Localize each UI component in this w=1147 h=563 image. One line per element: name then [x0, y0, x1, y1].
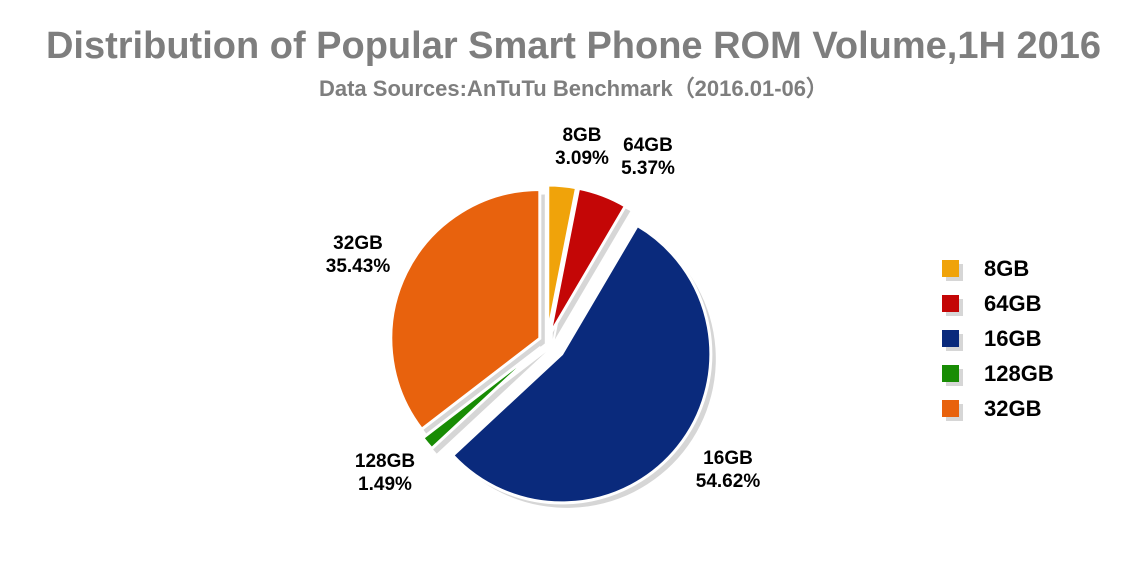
- legend-item-64gb[interactable]: 64GB: [942, 286, 1054, 321]
- pie-slice-64gb[interactable]: [548, 186, 628, 336]
- slice-label-name: 8GB: [562, 124, 602, 146]
- legend-swatch-128gb: [942, 365, 959, 382]
- legend-item-16gb[interactable]: 16GB: [942, 321, 1054, 356]
- chart-header: Distribution of Popular Smart Phone ROM …: [0, 0, 1147, 103]
- slice-label-percent: 35.43%: [325, 256, 391, 277]
- pie-slice-128gb[interactable]: [420, 345, 542, 451]
- pie-slice-32gb[interactable]: [389, 187, 542, 432]
- legend-swatch-32gb: [942, 400, 959, 417]
- slice-label-64gb: 64GB 5.37%: [621, 134, 675, 180]
- legend-label: 16GB: [984, 325, 1042, 351]
- legend-label: 128GB: [984, 360, 1054, 386]
- legend: 8GB 64GB 16GB 128GB 32GB: [942, 251, 1054, 426]
- pie-slice-shadow-128gb: [427, 352, 546, 454]
- slice-label-percent: 1.49%: [358, 474, 412, 495]
- legend-item-8gb[interactable]: 8GB: [942, 251, 1054, 286]
- legend-label: 32GB: [984, 395, 1042, 421]
- slice-label-name: 64GB: [623, 134, 673, 156]
- slice-label-percent: 5.37%: [621, 158, 675, 179]
- slice-label-16gb: 16GB 54.62%: [696, 447, 760, 493]
- legend-label: 64GB: [984, 290, 1042, 316]
- legend-item-128gb[interactable]: 128GB: [942, 356, 1054, 391]
- slice-label-percent: 3.09%: [555, 148, 609, 169]
- slice-label-name: 16GB: [703, 447, 753, 469]
- legend-swatch-64gb: [942, 295, 959, 312]
- slice-label-32gb: 32GB 35.43%: [326, 232, 390, 278]
- slice-label-percent: 54.62%: [695, 471, 761, 492]
- slice-label-name: 32GB: [333, 232, 383, 254]
- slice-label-8gb: 8GB 3.09%: [555, 124, 609, 170]
- pie-slice-16gb[interactable]: [450, 223, 713, 505]
- slice-label-128gb: 128GB 1.49%: [355, 450, 415, 496]
- legend-item-32gb[interactable]: 32GB: [942, 391, 1054, 426]
- legend-label: 8GB: [984, 255, 1030, 281]
- chart-subtitle: Data Sources:AnTuTu Benchmark（2016.01-06…: [318, 75, 829, 101]
- chart-title: Distribution of Popular Smart Phone ROM …: [45, 25, 1101, 67]
- legend-swatch-16gb: [942, 330, 959, 347]
- pie-slice-8gb[interactable]: [546, 183, 579, 335]
- legend-swatch-8gb: [942, 260, 959, 277]
- slice-label-name: 128GB: [354, 450, 416, 472]
